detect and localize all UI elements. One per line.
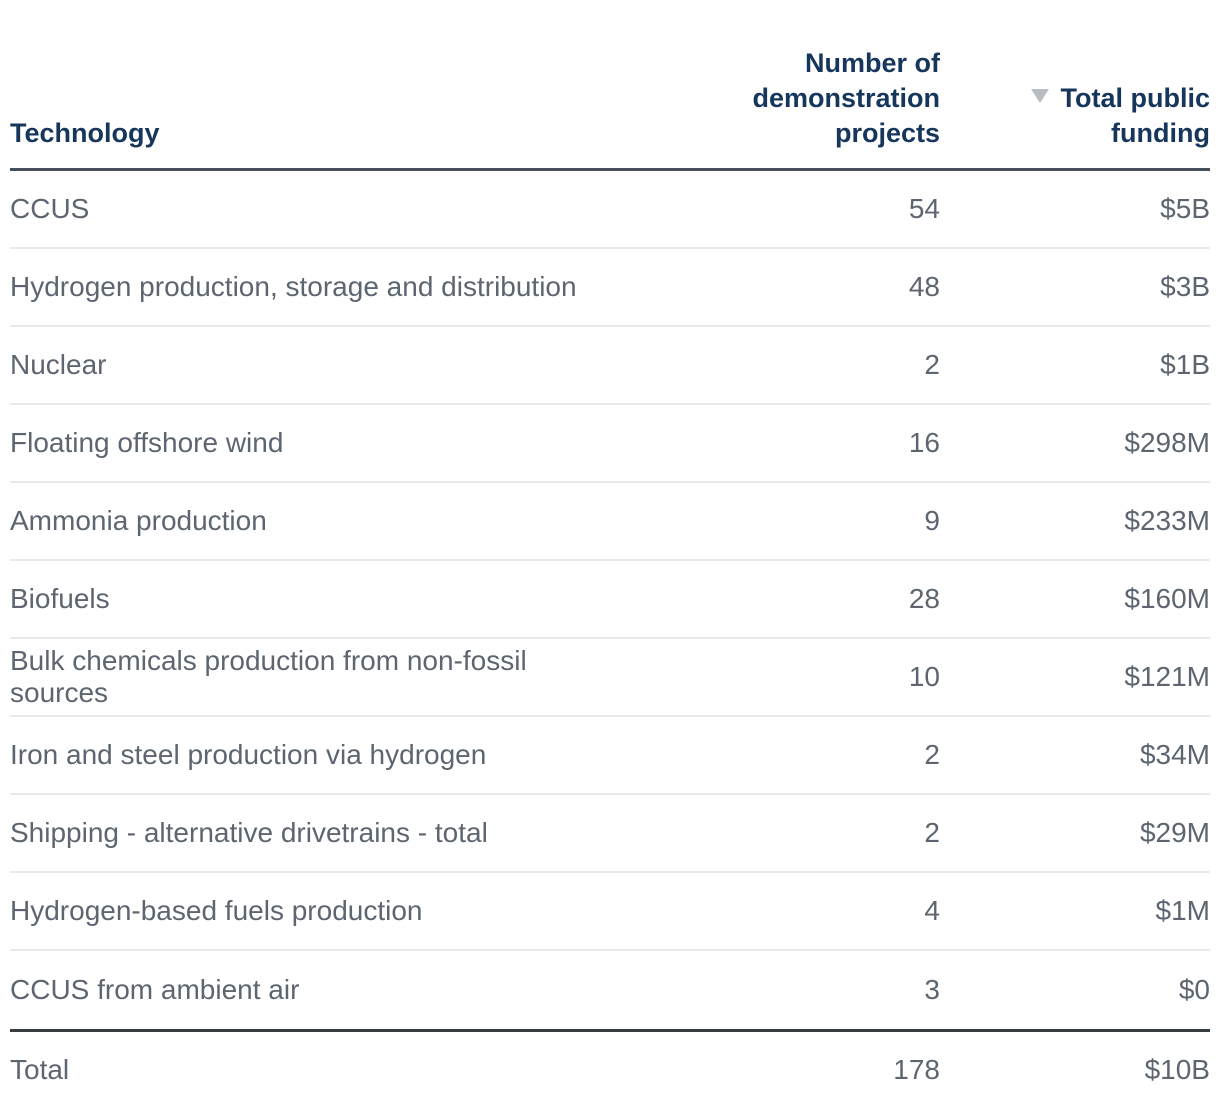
projects-count-cell: 48 <box>908 271 940 302</box>
column-header-projects: Number of demonstration projects <box>610 46 940 151</box>
table-row: CCUS from ambient air 3 $0 <box>10 951 1210 1029</box>
technology-cell: Hydrogen-based fuels production <box>10 895 423 926</box>
column-header-technology: Technology <box>10 116 610 151</box>
table-row: Floating offshore wind 16 $298M <box>10 405 1210 483</box>
funding-cell: $1B <box>1160 349 1210 380</box>
funding-cell: $3B <box>1160 271 1210 302</box>
table-row: Ammonia production 9 $233M <box>10 483 1210 561</box>
column-header-funding[interactable]: Total public funding <box>940 81 1210 151</box>
projects-count-cell: 9 <box>924 505 940 536</box>
projects-count-cell: 2 <box>924 817 940 848</box>
projects-count-cell: 16 <box>908 427 940 458</box>
column-header-funding-line1: Total public <box>1060 83 1211 113</box>
funding-cell: $233M <box>1124 505 1210 536</box>
table-row: Nuclear 2 $1B <box>10 327 1210 405</box>
technology-cell: Bulk chemicals production from non-fossi… <box>10 645 527 708</box>
column-header-projects-line1: Number of <box>805 48 940 78</box>
technology-cell: Nuclear <box>10 349 107 380</box>
column-header-funding-line2: funding <box>1111 118 1210 148</box>
technology-cell: Shipping - alternative drivetrains - tot… <box>10 817 488 848</box>
projects-count-cell: 54 <box>908 193 940 224</box>
table-row: CCUS 54 $5B <box>10 171 1210 249</box>
funding-cell: $5B <box>1160 193 1210 224</box>
funding-cell: $1M <box>1155 895 1210 926</box>
table-row: Shipping - alternative drivetrains - tot… <box>10 795 1210 873</box>
sort-descending-icon[interactable] <box>1030 88 1049 103</box>
total-label: Total <box>10 1053 70 1085</box>
table-body: CCUS 54 $5B Hydrogen production, storage… <box>10 171 1210 1029</box>
table-row: Biofuels 28 $160M <box>10 561 1210 639</box>
column-header-technology-label: Technology <box>10 118 160 148</box>
column-header-projects-line3: projects <box>834 118 940 148</box>
funding-cell: $34M <box>1139 739 1210 770</box>
technology-cell: CCUS <box>10 193 90 224</box>
total-funding: $10B <box>1144 1053 1210 1085</box>
table-row: Bulk chemicals production from non-fossi… <box>10 639 1210 717</box>
projects-count-cell: 3 <box>924 974 940 1005</box>
table-row: Iron and steel production via hydrogen 2… <box>10 717 1210 795</box>
total-projects-count: 178 <box>893 1053 940 1085</box>
table-total-row: Total 178 $10B <box>10 1029 1210 1107</box>
technology-cell: CCUS from ambient air <box>10 974 300 1005</box>
technology-cell: Iron and steel production via hydrogen <box>10 739 487 770</box>
projects-count-cell: 2 <box>924 349 940 380</box>
technology-cell: Hydrogen production, storage and distrib… <box>10 271 577 302</box>
funding-cell: $29M <box>1139 817 1210 848</box>
technology-cell: Floating offshore wind <box>10 427 284 458</box>
funding-cell: $160M <box>1124 583 1210 614</box>
funding-cell: $121M <box>1124 661 1210 692</box>
projects-count-cell: 2 <box>924 739 940 770</box>
column-header-projects-line2: demonstration <box>752 83 940 113</box>
table-row: Hydrogen-based fuels production 4 $1M <box>10 873 1210 951</box>
technology-cell: Ammonia production <box>10 505 267 536</box>
table-row: Hydrogen production, storage and distrib… <box>10 249 1210 327</box>
projects-count-cell: 28 <box>908 583 940 614</box>
projects-count-cell: 10 <box>908 661 940 692</box>
funding-cell: $0 <box>1178 974 1210 1005</box>
technology-cell: Biofuels <box>10 583 110 614</box>
funding-cell: $298M <box>1124 427 1210 458</box>
table-header-row: Technology Number of demonstration proje… <box>10 0 1210 171</box>
projects-count-cell: 4 <box>924 895 940 926</box>
